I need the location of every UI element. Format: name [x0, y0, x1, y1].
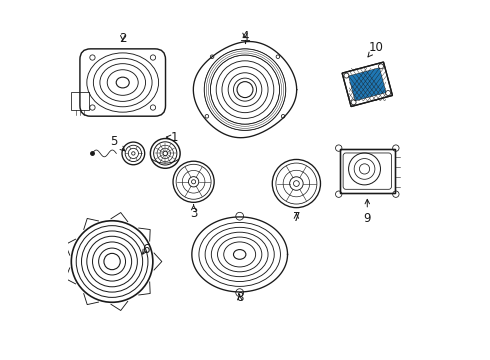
Bar — [349, 68, 386, 100]
Text: 1: 1 — [166, 131, 178, 144]
Bar — [340, 149, 395, 193]
Text: 9: 9 — [364, 199, 371, 225]
Text: 8: 8 — [236, 291, 244, 304]
Text: 7: 7 — [293, 211, 300, 224]
Text: 2: 2 — [119, 32, 126, 45]
Bar — [349, 68, 386, 100]
Bar — [340, 149, 395, 193]
Text: 4: 4 — [241, 30, 249, 43]
Text: 6: 6 — [142, 243, 149, 256]
Text: 3: 3 — [190, 204, 197, 220]
Bar — [71, 92, 89, 110]
Text: 5: 5 — [110, 135, 125, 151]
Bar — [342, 62, 392, 107]
Bar — [342, 62, 392, 107]
Text: 10: 10 — [368, 41, 384, 57]
